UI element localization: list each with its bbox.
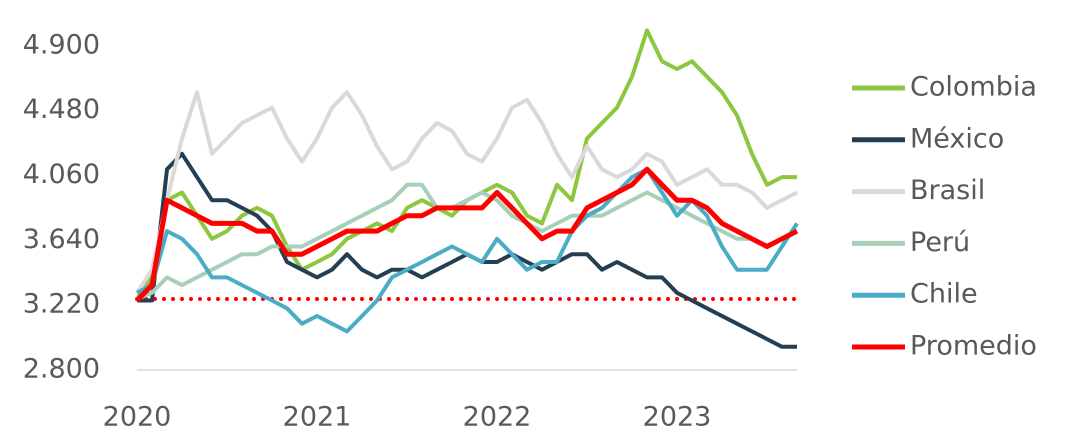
series-line xyxy=(135,166,799,303)
series-line xyxy=(137,151,797,349)
legend-label: México xyxy=(910,123,1004,154)
series-line xyxy=(136,167,799,334)
y-tick-label: 3.640 xyxy=(23,224,100,255)
x-tick-label: 2021 xyxy=(283,402,352,433)
legend-label: Promedio xyxy=(910,331,1037,362)
legend-label: Colombia xyxy=(910,72,1037,103)
legend-label: Brasil xyxy=(910,175,985,206)
y-tick-label: 4.480 xyxy=(23,94,100,125)
y-tick-label: 4.060 xyxy=(23,159,100,190)
legend-label: Chile xyxy=(910,279,978,310)
series-line xyxy=(136,182,798,301)
y-tick-label: 2.800 xyxy=(23,354,100,385)
y-tick-label: 4.900 xyxy=(23,29,100,60)
legend-label: Perú xyxy=(910,227,970,258)
y-tick-label: 3.220 xyxy=(23,289,100,320)
series-line xyxy=(135,90,798,294)
x-tick-label: 2020 xyxy=(103,402,172,433)
x-tick-label: 2023 xyxy=(643,402,712,433)
x-tick-label: 2022 xyxy=(463,402,532,433)
